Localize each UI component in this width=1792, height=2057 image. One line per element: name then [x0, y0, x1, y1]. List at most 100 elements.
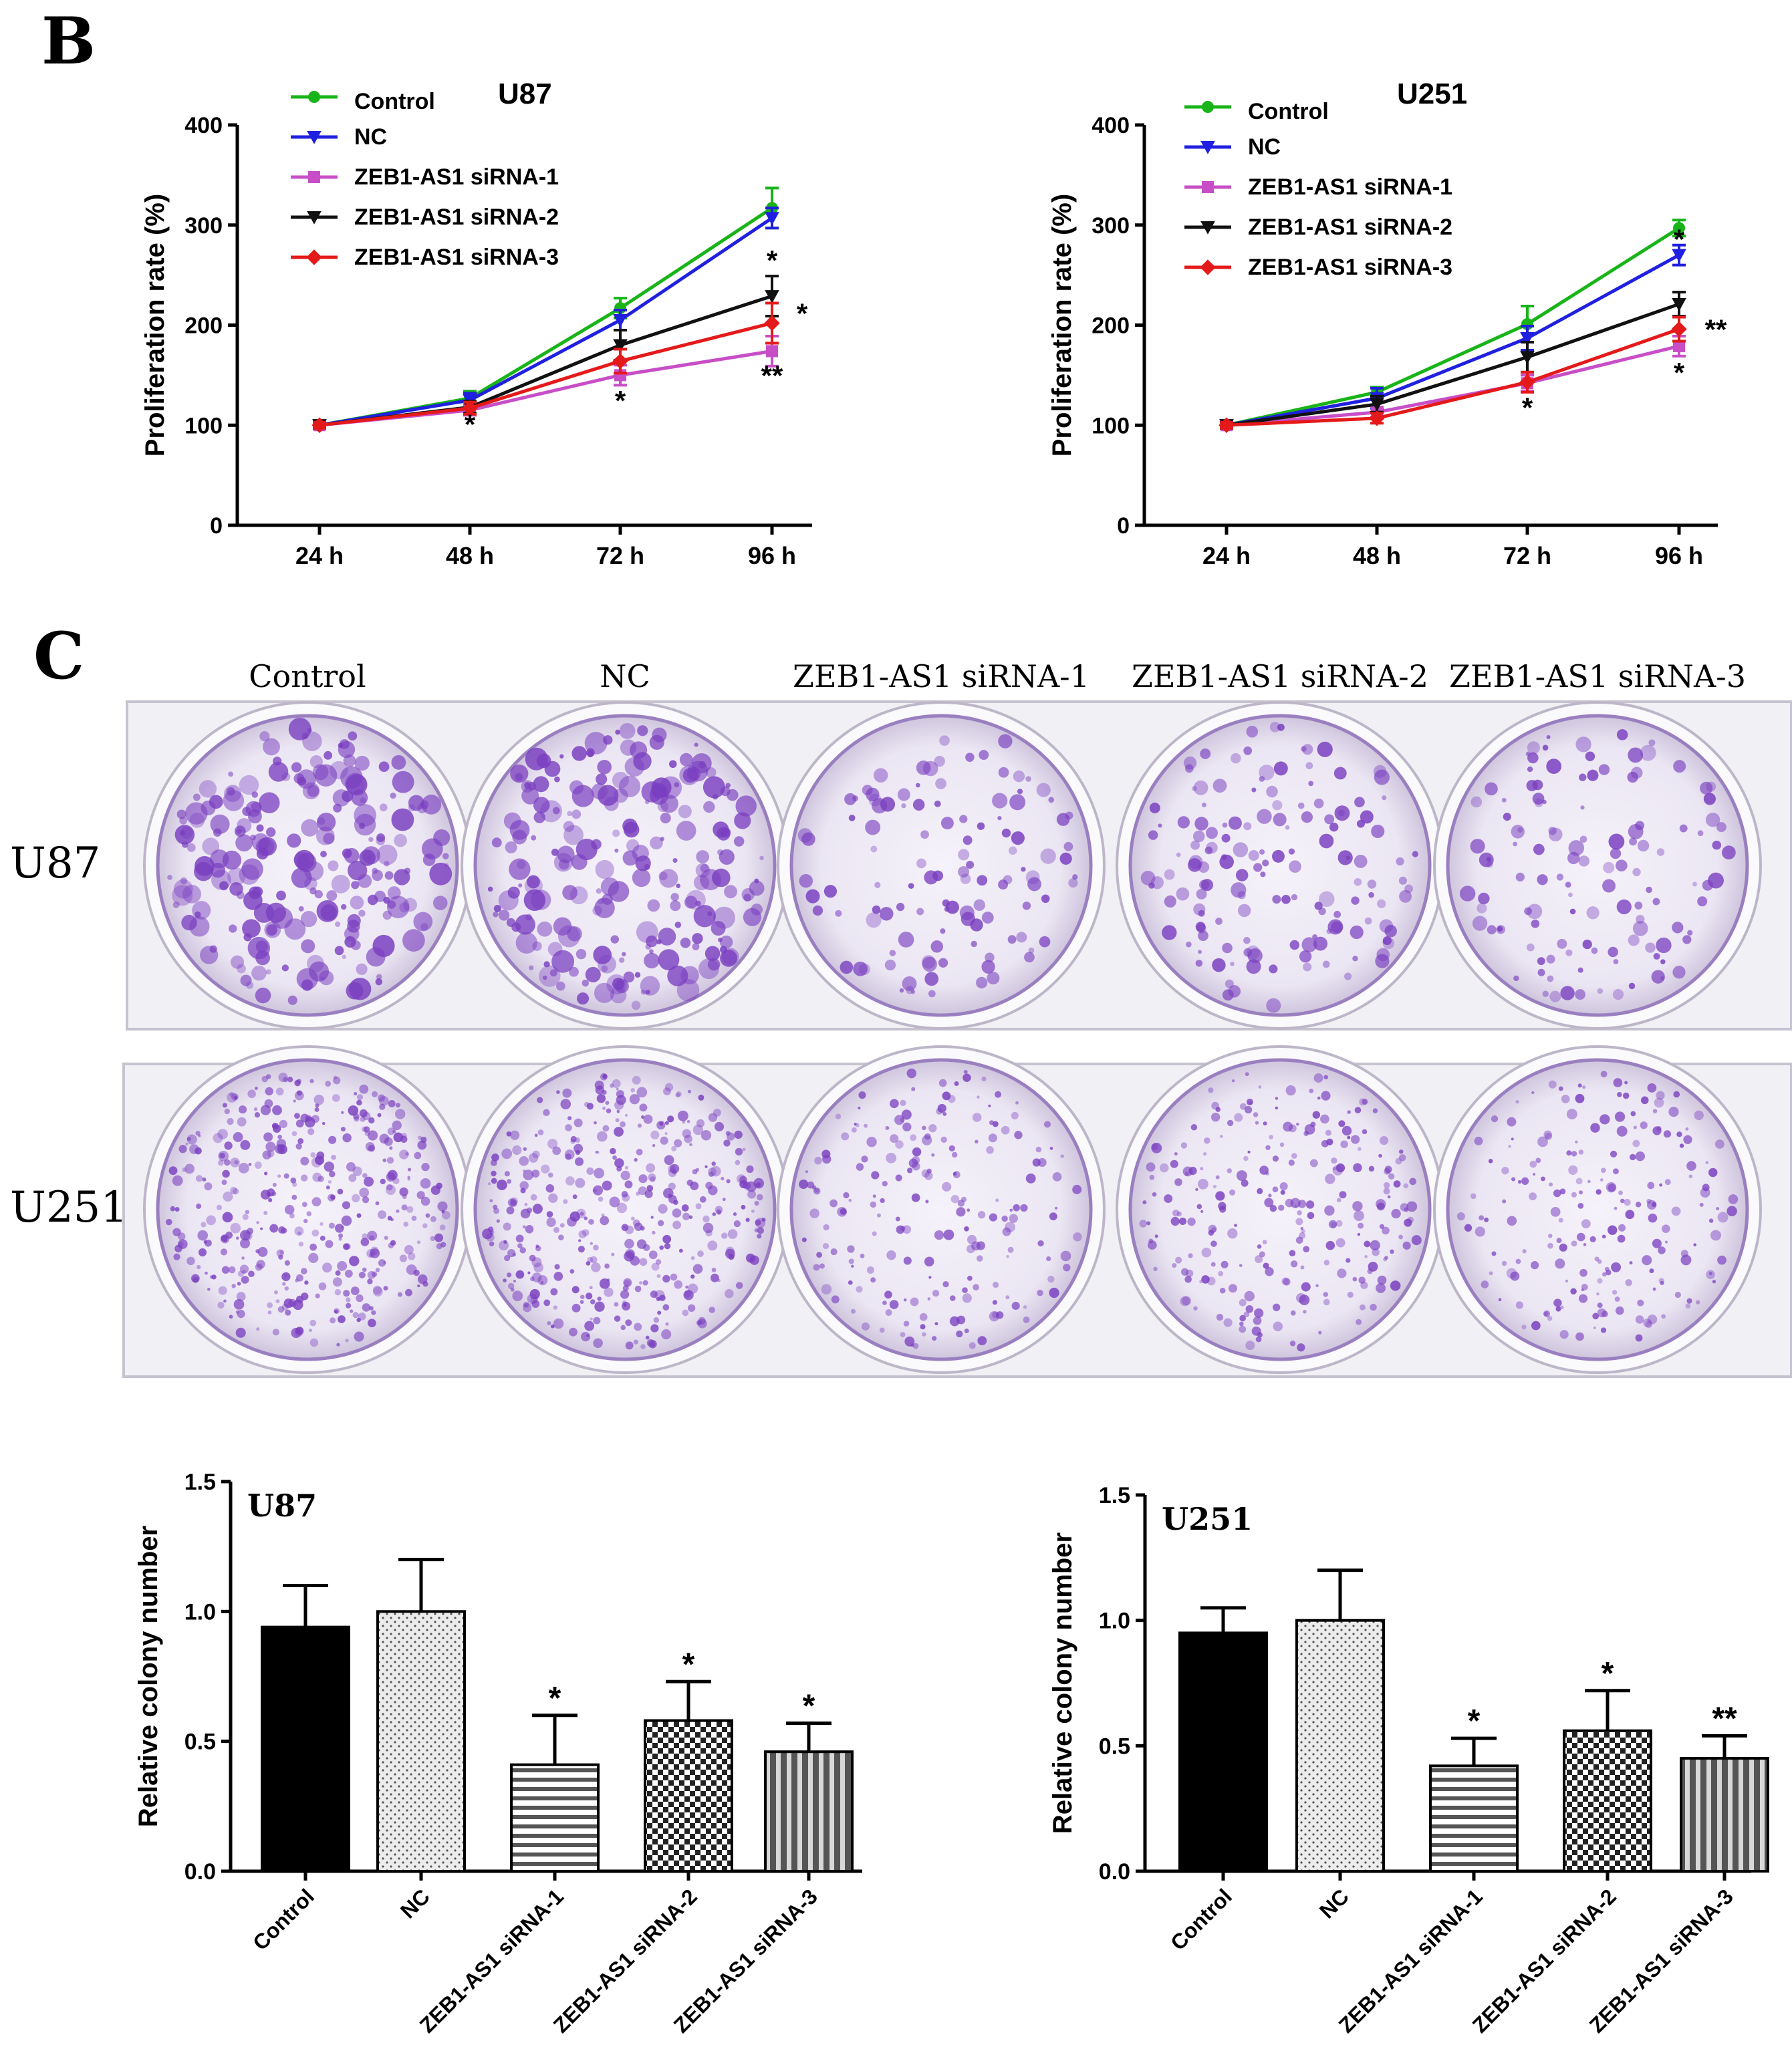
colony	[1239, 1325, 1247, 1333]
well-dish	[1446, 714, 1749, 1017]
colony	[319, 970, 334, 986]
colony	[1602, 1272, 1607, 1277]
colony	[1262, 1240, 1267, 1245]
colony	[976, 1241, 985, 1250]
colony	[805, 1170, 809, 1174]
colony	[1253, 1112, 1259, 1117]
colony	[1247, 1150, 1251, 1153]
colony	[823, 885, 838, 898]
colony	[1025, 870, 1040, 885]
colony	[1398, 876, 1407, 885]
colony	[1575, 1093, 1585, 1103]
colony	[1188, 1253, 1193, 1258]
colony	[1384, 924, 1397, 938]
colony	[852, 795, 858, 801]
colony	[1151, 1142, 1162, 1153]
colony	[509, 858, 531, 880]
colony	[652, 1143, 656, 1147]
colony	[1184, 1276, 1192, 1283]
colony	[799, 873, 813, 888]
colony	[388, 1099, 396, 1107]
colony	[1172, 1263, 1177, 1268]
colony	[576, 992, 590, 1005]
colony	[620, 1325, 626, 1331]
colony	[379, 1103, 386, 1110]
colony	[308, 1252, 319, 1263]
colony	[900, 1332, 906, 1337]
colony	[269, 1224, 279, 1233]
colony	[866, 787, 880, 801]
colony	[1484, 1217, 1489, 1222]
colony	[958, 849, 970, 861]
colony	[202, 837, 220, 855]
colony	[547, 1321, 551, 1326]
colony	[545, 1184, 555, 1193]
colony	[623, 821, 640, 838]
colony	[1546, 735, 1551, 740]
colony	[660, 837, 664, 841]
colony	[489, 1199, 493, 1203]
colony	[1198, 930, 1208, 942]
colony	[725, 1288, 734, 1298]
colony	[1555, 1258, 1565, 1269]
colony	[595, 1150, 598, 1154]
colony	[348, 1174, 357, 1182]
colony	[1272, 895, 1281, 904]
colony	[973, 899, 986, 912]
colony	[589, 1286, 593, 1290]
colony	[885, 1309, 892, 1317]
colony	[1228, 816, 1242, 830]
colony	[1317, 741, 1333, 758]
colony	[537, 1129, 544, 1135]
colony	[745, 1218, 750, 1222]
colony	[593, 946, 612, 964]
colony	[922, 1125, 926, 1131]
colony	[1534, 798, 1543, 807]
colony	[962, 1293, 972, 1303]
colony	[573, 1118, 583, 1127]
colony	[203, 1240, 207, 1244]
colony	[848, 1280, 853, 1285]
legend-label: Control	[354, 89, 435, 114]
colony	[642, 1280, 648, 1286]
colony	[1022, 902, 1031, 910]
colony	[1312, 1111, 1321, 1119]
colony	[741, 1204, 746, 1210]
bar	[1680, 1757, 1769, 1873]
colony	[900, 1226, 906, 1231]
significance-marker: *	[682, 1647, 695, 1682]
colony	[392, 1120, 402, 1131]
colony	[220, 1248, 228, 1256]
colony	[1501, 1166, 1509, 1175]
colony	[1597, 1302, 1603, 1309]
colony	[1289, 940, 1299, 950]
colony	[942, 1091, 951, 1101]
colony	[684, 896, 698, 909]
colony	[350, 896, 364, 910]
colony	[977, 1210, 986, 1219]
colony	[602, 1089, 607, 1095]
colony	[356, 1213, 362, 1218]
colony	[1497, 926, 1503, 932]
colony	[809, 1208, 819, 1218]
colony	[1334, 805, 1350, 821]
colony	[1147, 1240, 1157, 1250]
colony	[910, 1297, 919, 1307]
colony	[362, 846, 380, 865]
colony	[1398, 1149, 1404, 1154]
colony	[537, 1097, 543, 1103]
colony	[1257, 1188, 1263, 1194]
colony	[1404, 1218, 1412, 1227]
colony	[324, 1161, 335, 1172]
colony	[1652, 898, 1660, 906]
colony	[195, 911, 201, 918]
colony	[328, 1170, 336, 1178]
colony	[338, 1237, 342, 1241]
series-line	[1226, 227, 1680, 427]
colony	[1321, 1091, 1331, 1101]
colony	[1257, 1244, 1262, 1249]
colony	[293, 1099, 296, 1103]
colony	[1508, 1145, 1511, 1148]
colony	[885, 1125, 890, 1130]
colony	[587, 750, 594, 758]
